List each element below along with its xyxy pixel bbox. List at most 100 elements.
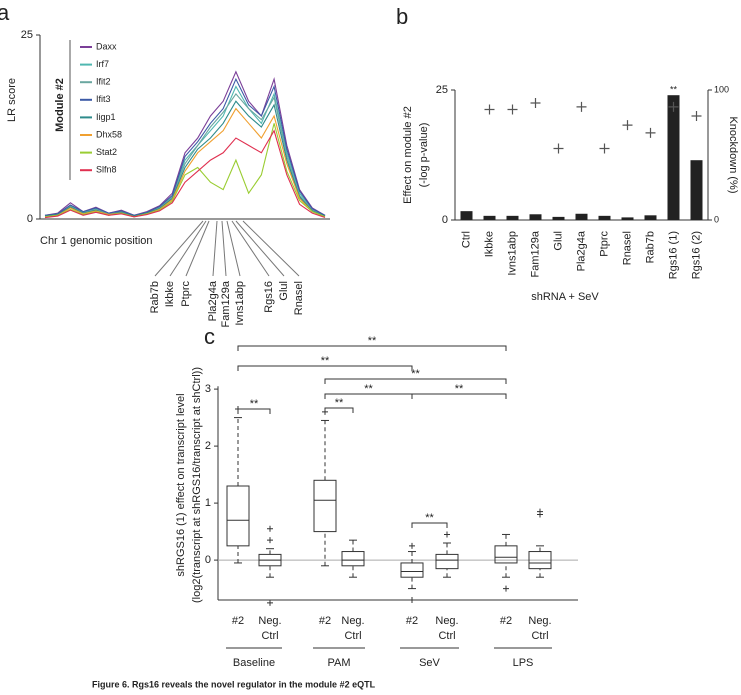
bar: [529, 214, 542, 220]
outlier: [537, 511, 543, 518]
x-tick-label: Glul: [552, 231, 564, 251]
legend-label: Daxx: [96, 41, 117, 51]
x-tick-label: Ivns1abp: [506, 231, 518, 276]
gene-connector: [226, 220, 241, 277]
significance-label: **: [411, 368, 420, 380]
caption: Figure 6. Rgs16 reveals the novel regula…: [92, 679, 376, 689]
y-axis-label: (-log p-value): [418, 123, 430, 188]
y-axis-label: shRGS16 (1) effect on transcript level: [175, 393, 187, 576]
legend-label: Irf7: [96, 59, 109, 69]
significance-label: **: [250, 398, 259, 410]
gene-label: Ptprc: [180, 281, 192, 307]
legend-label: Stat2: [96, 147, 117, 157]
x-tick-label: Ikbke: [483, 231, 495, 257]
gene-connector: [221, 220, 227, 277]
series-line: [44, 77, 326, 216]
gene-label: Ikbke: [164, 281, 176, 307]
outlier: [267, 525, 273, 532]
y-tick-label: 1: [205, 497, 211, 509]
y-tick-label: 0: [442, 214, 448, 226]
box-label: Ctrl: [531, 630, 548, 642]
gene-label: Rnasel: [293, 281, 305, 315]
bar: [621, 217, 634, 220]
outlier: [409, 597, 415, 603]
box: [528, 551, 552, 570]
bar: [598, 215, 611, 220]
box-label: Neg.: [528, 615, 551, 627]
outlier: [267, 599, 273, 606]
legend-label: Slfn8: [96, 165, 117, 175]
outlier: [503, 585, 509, 592]
gene-connector: [242, 220, 300, 277]
box-label: Ctrl: [344, 630, 361, 642]
y-tick-label: 0: [27, 213, 33, 225]
y-axis-label: LR score: [6, 78, 18, 122]
knockdown-marker: [484, 104, 495, 115]
significance-label: **: [321, 355, 330, 367]
box-label: Neg.: [435, 615, 458, 627]
bar: [575, 213, 588, 220]
significance-bracket: [411, 522, 448, 528]
series-line: [44, 107, 326, 218]
significance-bracket: [237, 408, 271, 414]
y2-axis-label: Knockdown (%): [727, 116, 739, 193]
x-tick-label: Rgs16 (1): [667, 231, 679, 279]
knockdown-marker: [645, 127, 656, 138]
gene-connector: [212, 220, 218, 277]
y-tick-label: 25: [436, 84, 448, 96]
x-tick-label: Pla2g4a: [575, 230, 587, 271]
knockdown-marker: [530, 98, 541, 108]
knockdown-marker: [553, 143, 564, 154]
x-tick-label: Ptprc: [598, 231, 610, 257]
box-label: Ctrl: [261, 630, 278, 642]
series-line: [44, 123, 326, 218]
legend-label: Dhx58: [96, 129, 122, 139]
legend-label: Iigp1: [96, 112, 116, 122]
box: [313, 479, 337, 533]
box-label: #2: [319, 615, 331, 627]
knockdown-marker: [691, 111, 702, 121]
gene-label: Ivns1abp: [234, 281, 246, 326]
significance-bracket: [237, 365, 413, 371]
bar: [690, 160, 703, 220]
box-label: #2: [500, 615, 512, 627]
outlier: [267, 537, 273, 544]
gene-label: Fam129a: [220, 280, 232, 327]
significance-label: **: [670, 85, 678, 95]
y-tick-label: 0: [205, 554, 211, 566]
legend-title: Module #2: [54, 78, 66, 132]
gene-connector: [235, 220, 285, 277]
gene-label: Glul: [278, 281, 290, 301]
box-label: Ctrl: [438, 630, 455, 642]
series-line: [44, 100, 326, 217]
panel-letter: b: [396, 4, 408, 29]
bar: [506, 215, 519, 220]
knockdown-marker: [599, 143, 610, 154]
gene-connector: [154, 220, 204, 277]
bar: [552, 216, 565, 220]
x-tick-label: Ctrl: [460, 231, 472, 248]
bar: [460, 211, 473, 220]
panel-letter: a: [0, 0, 10, 25]
legend-label: Ifit2: [96, 77, 111, 87]
y-tick-label: 25: [21, 29, 33, 41]
knockdown-marker: [576, 101, 587, 112]
gene-label: Rgs16: [263, 281, 275, 313]
box-label: #2: [232, 615, 244, 627]
x-tick-label: Fam129a: [529, 230, 541, 277]
box: [341, 551, 365, 567]
y2-tick-label: 100: [714, 84, 729, 94]
significance-label: **: [425, 512, 434, 524]
significance-label: **: [364, 383, 373, 395]
legend-label: Ifit3: [96, 94, 111, 104]
box: [400, 562, 424, 578]
x-tick-label: Rgs16 (2): [690, 231, 702, 279]
gene-label: Rab7b: [149, 281, 161, 313]
box: [435, 553, 459, 570]
group-label: Baseline: [233, 657, 275, 669]
x-axis-label: shRNA + SeV: [531, 291, 599, 303]
x-tick-label: Rnasel: [621, 231, 633, 265]
box-label: Neg.: [258, 615, 281, 627]
group-label: SeV: [419, 657, 440, 669]
